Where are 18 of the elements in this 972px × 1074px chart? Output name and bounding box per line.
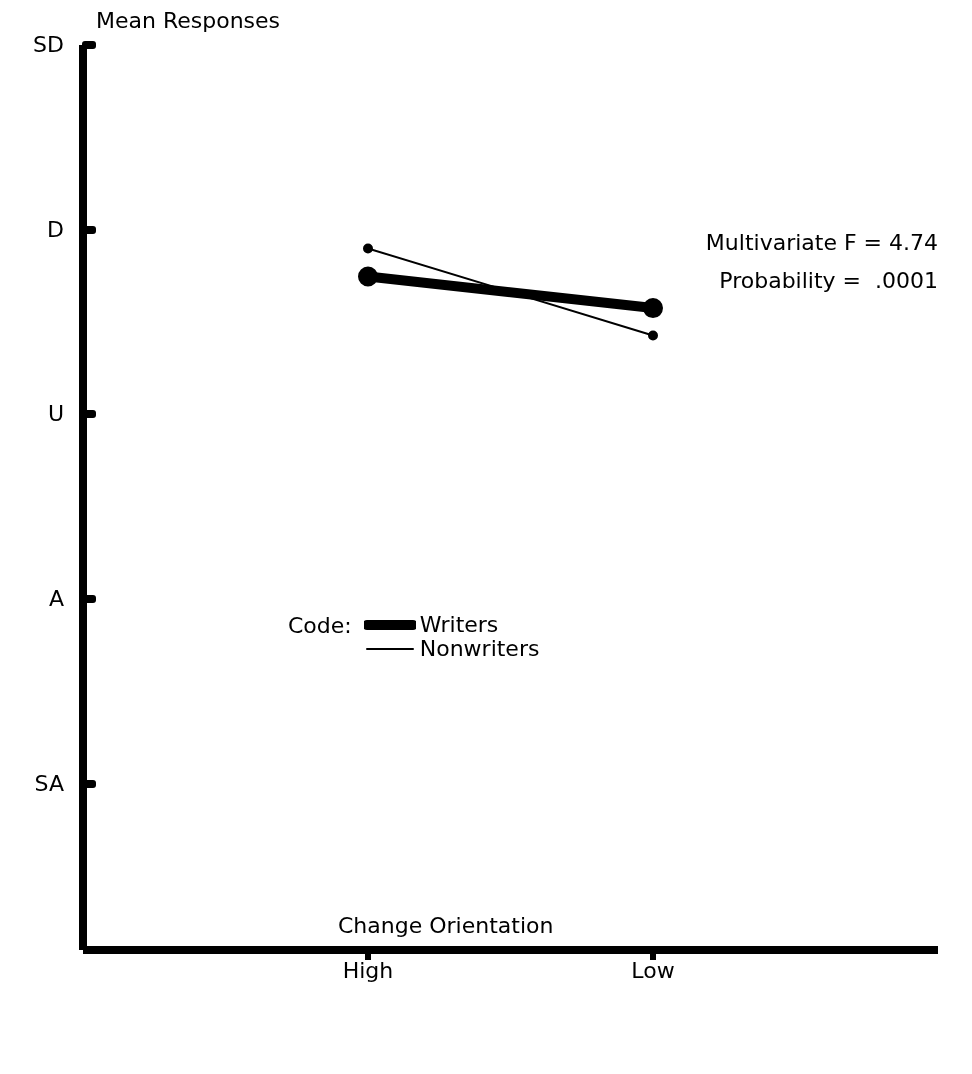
point: [648, 330, 658, 341]
text: U: [46, 400, 64, 429]
annotation: Multivariate F = 4.74: [705, 230, 938, 255]
x-axis-title: Change Orientation: [338, 913, 554, 938]
x-tick-label: High: [342, 957, 394, 983]
x-tick-label: Low: [631, 957, 675, 983]
text: SA: [33, 769, 64, 798]
legend-label: Nonwriters: [419, 636, 540, 661]
text: D: [46, 215, 64, 244]
point: [363, 243, 373, 254]
text: SD: [32, 31, 64, 59]
annotation: Probability = .0001: [719, 268, 938, 293]
point: [643, 298, 663, 319]
text: A: [47, 585, 64, 614]
point: [358, 266, 378, 287]
legend-title: Code:: [288, 613, 352, 640]
legend-label: Writers: [419, 612, 499, 637]
text: Mean Responses: [96, 8, 281, 33]
